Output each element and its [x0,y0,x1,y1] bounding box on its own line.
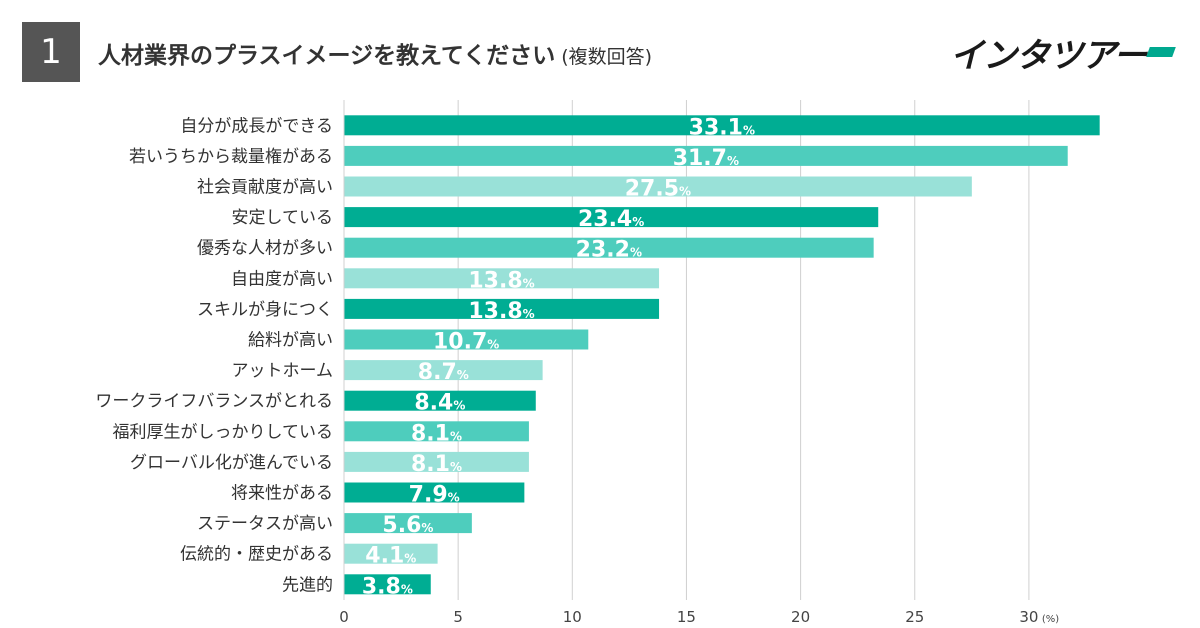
brand-logo: インタツアー [950,30,1176,76]
bar [344,237,874,258]
category-label: ステータスが高い [197,514,333,534]
value-label: 13.8% [468,268,534,293]
bar [344,482,525,503]
category-label: 自由度が高い [231,269,333,289]
category-label: 将来性がある [231,484,333,504]
value-label: 8.1% [411,421,462,446]
bar [344,543,438,564]
value-label: 3.8% [362,574,413,599]
bar [344,513,472,534]
value-label: 4.1% [365,544,416,569]
bar [344,451,529,472]
value-label: 23.4% [578,207,644,232]
category-label: 福利厚生がしっかりしている [113,422,334,442]
header: 1 人材業界のプラスイメージを教えてください (複数回答) インタツアー [22,22,1182,82]
x-tick-label-0: 0 [339,608,349,626]
bar [344,360,543,381]
bar [344,298,660,319]
bar [344,574,431,595]
category-label: 給料が高い [248,331,333,351]
category-label: 若いうちから裁量権がある [129,147,333,167]
chart-title: 人材業界のプラスイメージを教えてください (複数回答) [98,36,652,70]
x-tick-label-5: 5 [453,608,463,626]
value-label: 8.4% [414,391,465,416]
category-label: アットホーム [232,361,334,381]
category-label: 先進的 [282,575,333,595]
chart-title-note: (複数回答) [561,46,653,68]
category-label: 優秀な人材が多い [197,239,333,259]
category-label: 自分が成長ができる [180,116,333,136]
x-tick-label-20: 20 [791,608,810,626]
category-label: ワークライフバランスがとれる [95,392,333,412]
question-number-badge: 1 [22,22,80,82]
category-label: 社会貢献度が高い [197,178,333,198]
value-label: 27.5% [625,177,691,202]
value-label: 7.9% [409,483,460,508]
x-tick-label-25: 25 [905,608,924,626]
bar [344,145,1068,166]
value-label: 13.8% [468,299,534,324]
bar [344,268,660,289]
value-label: 31.7% [673,146,739,171]
value-label: 10.7% [433,330,499,355]
value-label: 8.1% [411,452,462,477]
category-label: 伝統的・歴史がある [180,545,333,565]
x-tick-label-15: 15 [677,608,696,626]
bar [344,176,972,197]
bar [344,207,879,228]
x-axis-unit: (%) [1042,614,1059,625]
bar [344,421,529,442]
x-tick-label-10: 10 [563,608,582,626]
value-label: 8.7% [418,360,469,385]
bar [344,115,1100,136]
value-label: 5.6% [382,513,433,538]
value-label: 33.1% [689,115,755,140]
bar [344,390,536,411]
x-tick-label-30: 30 [1019,608,1038,626]
value-label: 23.2% [576,238,642,263]
category-label: 安定している [232,208,334,228]
brand-logo-text: インタツアー [950,35,1147,76]
category-label: グローバル化が進んでいる [130,453,333,473]
chart-title-text: 人材業界のプラスイメージを教えてください [98,43,556,69]
bar [344,329,589,350]
category-label: スキルが身につく [197,300,333,320]
